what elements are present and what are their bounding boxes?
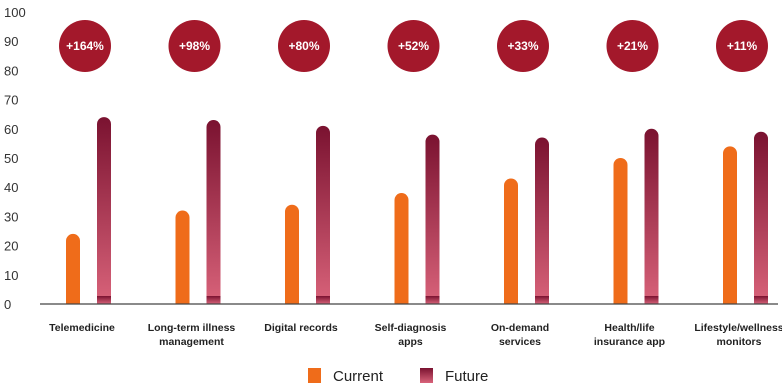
current-bar-base [285,296,299,304]
y-tick-label: 100 [4,5,26,20]
change-badge-label: +11% [727,39,758,53]
current-bar [723,146,737,304]
y-tick-label: 30 [4,209,18,224]
y-tick-label: 70 [4,93,18,108]
legend-current-swatch [308,368,321,383]
change-badge-label: +98% [179,39,210,53]
bars [66,117,768,305]
change-badge-label: +33% [507,39,538,53]
future-bar-base [316,296,330,304]
future-bar-base [644,296,659,304]
x-tick-label: Telemedicine [49,322,115,334]
change-badge-label: +164% [66,39,104,53]
y-tick-label: 20 [4,239,18,254]
future-bar [644,128,659,304]
current-bar [175,210,190,304]
current-bar-base [723,296,737,304]
y-tick-label: 90 [4,34,18,49]
change-badge-label: +21% [617,39,648,53]
future-bar-base [97,296,111,304]
future-bar [97,117,111,305]
change-badge [387,20,440,72]
future-bar [425,134,440,304]
future-bar-base [425,296,440,304]
current-bar-base [66,296,80,304]
change-badges: +164% +98% +80% +52% +33% +21% +11% [59,20,768,72]
current-bar [504,178,518,304]
y-tick-label: 40 [4,180,18,195]
current-bar [613,158,628,304]
y-tick-label: 10 [4,268,18,283]
x-tick-label: Long-term illness management [148,322,236,348]
future-bar-base [206,296,221,304]
future-bar [206,120,221,304]
legend-future-label: Future [445,368,488,385]
legend-current-label: Current [333,368,384,385]
change-badge [278,20,330,72]
x-tick-label: Self-diagnosis apps [375,322,447,348]
change-badge [168,20,221,72]
x-tick-label: On-demand services [491,322,549,348]
current-bar-base [175,296,190,304]
current-bar-base [394,296,409,304]
y-axis: 0 10 20 30 40 50 60 70 80 90 100 [4,5,26,312]
future-bar-base [754,296,768,304]
change-badge [606,20,659,72]
y-tick-label: 50 [4,151,18,166]
current-bar-base [613,296,628,304]
current-bar [394,193,409,304]
current-bar [66,233,80,304]
current-bar-base [504,296,518,304]
y-tick-label: 60 [4,122,18,137]
change-badge [497,20,549,72]
x-tick-label: Digital records [264,322,338,334]
change-badge [716,20,768,72]
x-axis: Telemedicine Long-term illness management D… [40,303,782,348]
x-tick-label: Health/life insurance app [594,322,665,348]
legend-future-swatch [420,368,433,383]
y-tick-label: 0 [4,297,11,312]
change-badge-label: +80% [288,39,319,53]
change-badge-label: +52% [398,39,429,53]
y-tick-label: 80 [4,63,18,78]
legend: Current Future [308,368,488,385]
future-bar [535,137,549,304]
current-bar [285,204,299,304]
future-bar [316,125,330,304]
future-bar-base [535,296,549,304]
change-badge [59,20,111,72]
future-bar [754,131,768,304]
x-tick-label: Lifestyle/wellness monitors [694,322,782,348]
